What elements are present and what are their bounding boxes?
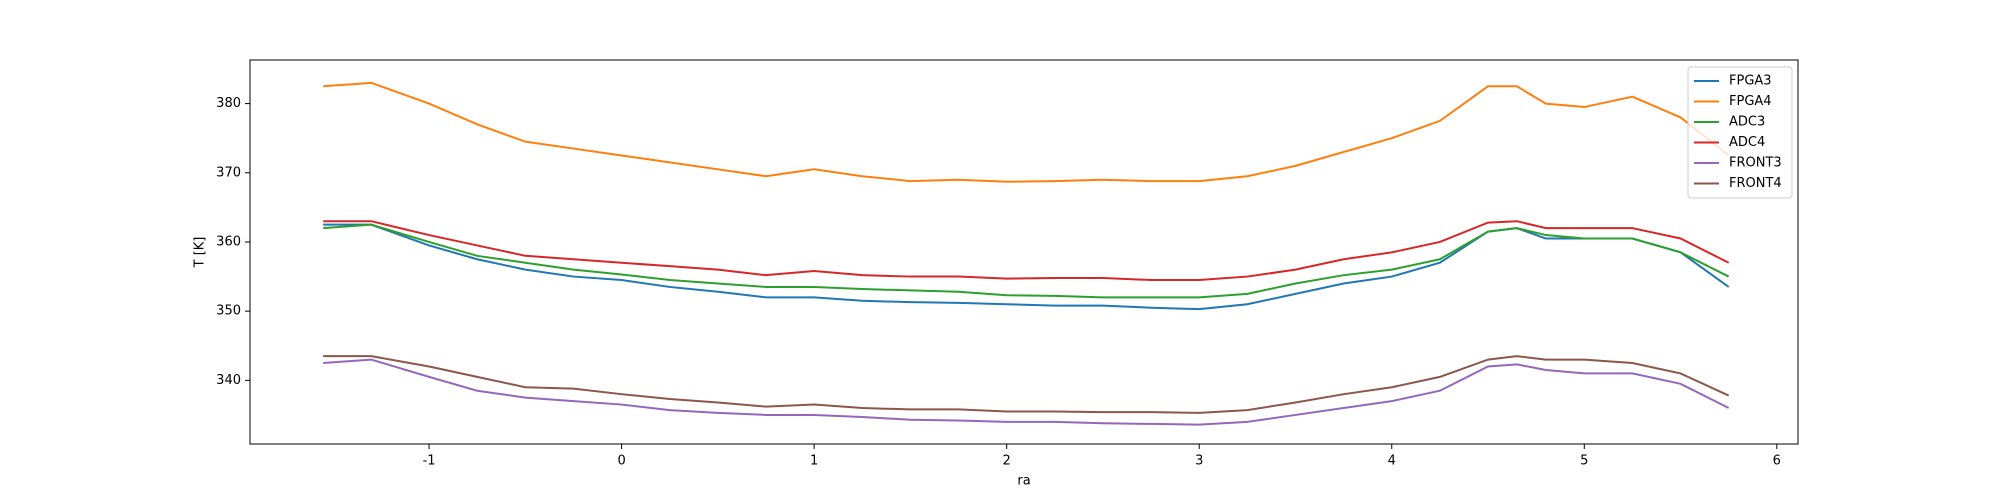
plot-frame [249,59,1799,445]
series-line [323,358,1730,426]
x-tick-label: 4 [1388,454,1396,469]
x-tick-label: 0 [617,454,625,469]
legend-label: ADC3 [1729,115,1765,130]
y-axis-label: T [K] [193,237,208,269]
series-line [323,81,1730,183]
y-tick-label: 360 [216,234,241,249]
legend-label: FRONT3 [1729,156,1782,171]
legend-label: FRONT4 [1729,176,1782,191]
legend-label: ADC4 [1729,135,1765,150]
x-tick-label: 5 [1580,454,1588,469]
y-tick-label: 380 [216,96,241,111]
legend: FPGA3 FPGA4 ADC3 ADC4 FRONT3 FRONT4 [1687,66,1793,199]
y-tick-label: 340 [216,373,241,388]
x-tick-label: 3 [1195,454,1203,469]
series-line [323,220,1730,282]
x-axis-label: ra [1017,474,1030,489]
x-tick-label: 1 [810,454,818,469]
series-line [323,355,1730,414]
x-tick-label: 6 [1773,454,1781,469]
legend-label: FPGA4 [1729,94,1772,109]
series-line [323,223,1730,299]
y-tick-label: 370 [216,165,241,180]
legend-box [1687,66,1793,199]
legend-label: FPGA3 [1729,74,1772,89]
y-tick-label: 350 [216,304,241,319]
x-tick-label: 2 [1003,454,1011,469]
x-tick-label: -1 [423,454,436,469]
